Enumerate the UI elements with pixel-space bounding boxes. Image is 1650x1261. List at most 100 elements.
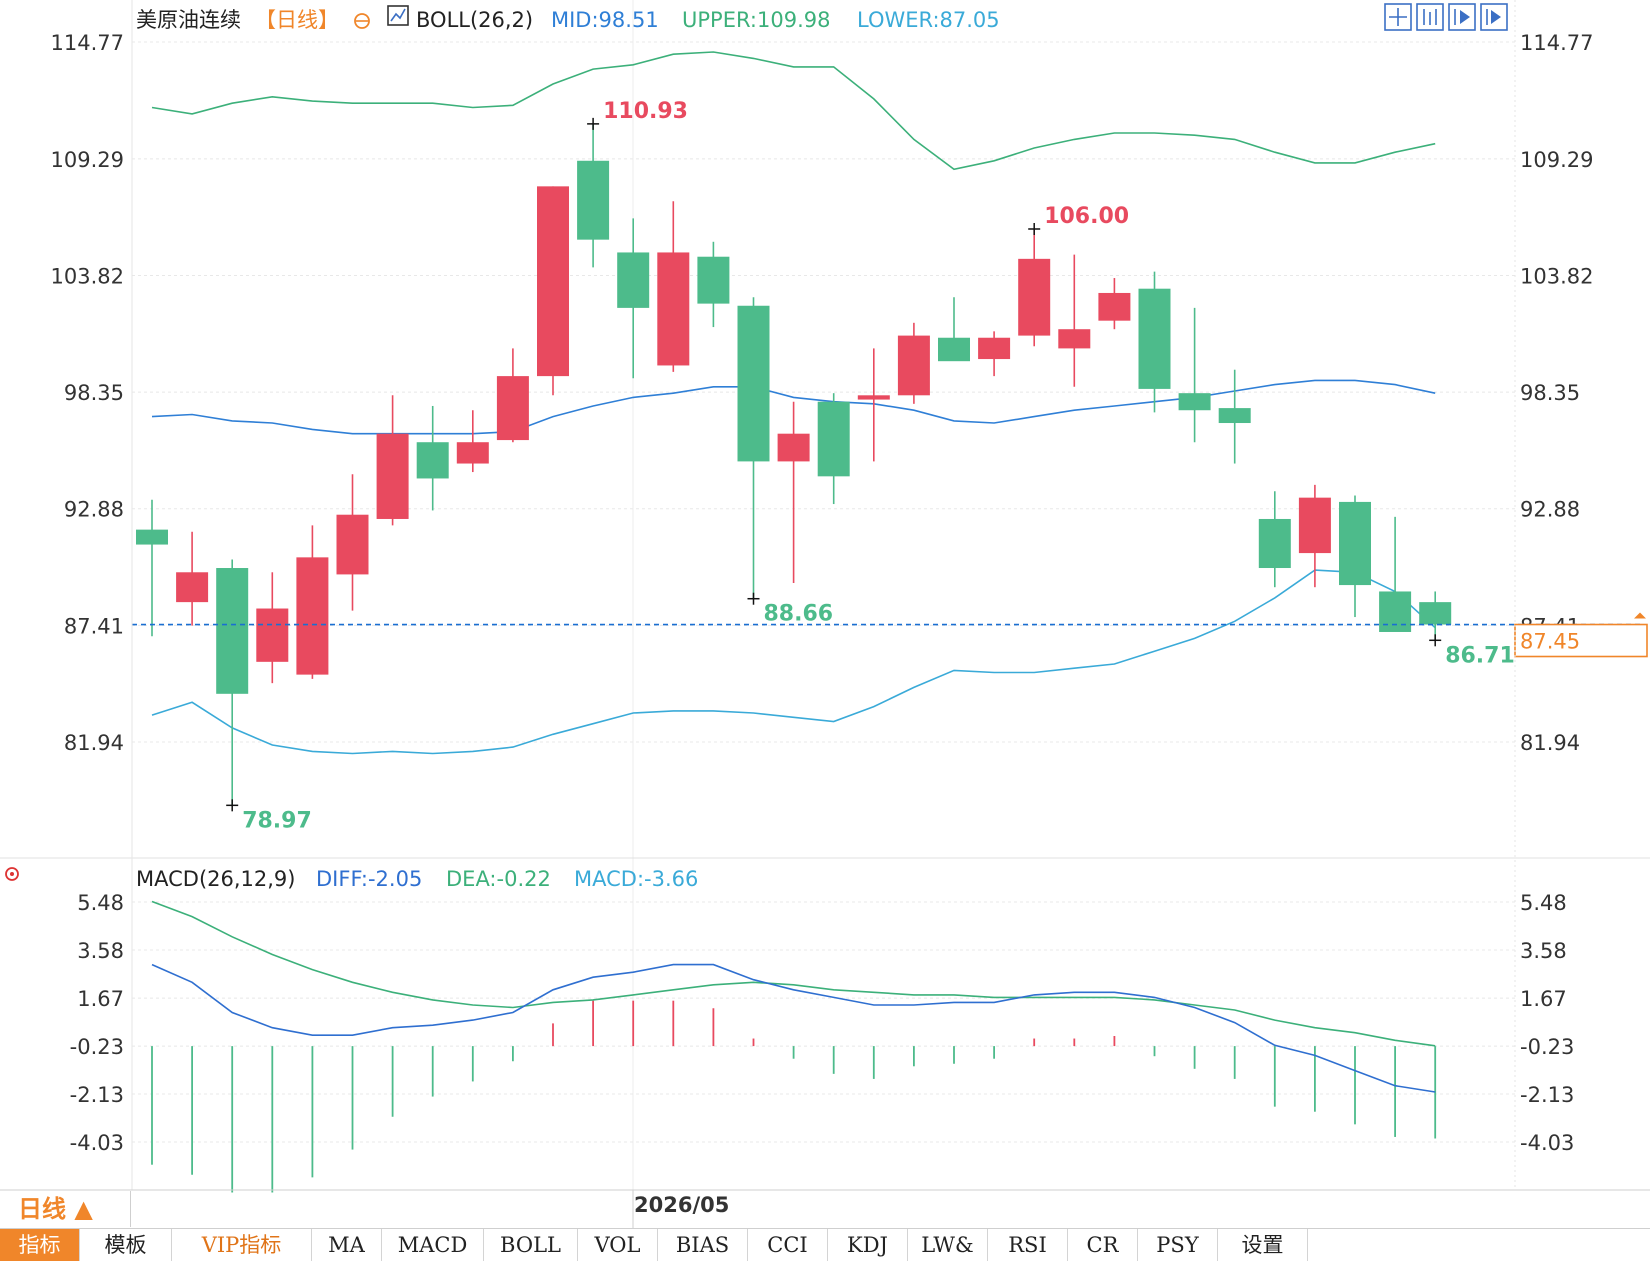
candle xyxy=(777,401,810,583)
macd-tick-label: -2.13 xyxy=(1520,1083,1574,1107)
candle-body xyxy=(1218,408,1251,424)
candle xyxy=(697,241,730,328)
price-annotations: 110.93 106.00 88.66 78.97 86.71 xyxy=(226,99,1515,833)
tab-0[interactable]: 指标 xyxy=(0,1229,80,1261)
tab-4[interactable]: MACD xyxy=(382,1229,484,1261)
boll-name: BOLL(26,2) xyxy=(416,8,533,32)
candle-body xyxy=(176,572,209,603)
instrument-title: 美原油连续 xyxy=(136,8,241,32)
candle xyxy=(336,474,369,611)
macd-macd-value: MACD:-3.66 xyxy=(574,867,698,891)
candle xyxy=(136,499,168,637)
price-tick-label: 81.94 xyxy=(64,731,124,755)
candle-body xyxy=(737,305,770,462)
candle xyxy=(938,297,970,362)
tab-7[interactable]: BIAS xyxy=(658,1229,748,1261)
macd-grid xyxy=(132,901,1515,1143)
candle-body xyxy=(376,433,409,519)
tab-3[interactable]: MA xyxy=(312,1229,382,1261)
tab-6[interactable]: VOL xyxy=(578,1229,658,1261)
candle xyxy=(1339,495,1371,618)
candle-body xyxy=(256,608,289,662)
macd-histogram xyxy=(151,1000,1437,1193)
tab-5[interactable]: BOLL xyxy=(484,1229,578,1261)
candle xyxy=(857,348,890,462)
candle xyxy=(376,395,409,526)
tab-2[interactable]: VIP指标 xyxy=(172,1229,312,1261)
candle-body xyxy=(777,433,810,462)
macd-settings-icon[interactable] xyxy=(5,867,19,881)
macd-tick-label: -2.13 xyxy=(70,1083,124,1107)
candle-body xyxy=(537,186,569,377)
candlesticks[interactable] xyxy=(136,123,1452,806)
price-tick-label: 98.35 xyxy=(1520,381,1580,405)
candle xyxy=(1018,228,1051,347)
tab-9[interactable]: KDJ xyxy=(828,1229,908,1261)
price-tick-label: 103.82 xyxy=(1520,264,1593,288)
tab-13[interactable]: PSY xyxy=(1138,1229,1218,1261)
period-button[interactable]: 日线 ▲ xyxy=(0,1191,131,1227)
tab-14[interactable]: 设置 xyxy=(1218,1229,1308,1261)
price-tick-label: 103.82 xyxy=(51,264,124,288)
candle xyxy=(1178,307,1211,443)
boll-lower-line xyxy=(151,569,1436,755)
candle-icon[interactable] xyxy=(1416,3,1444,31)
last-price-marker: 87.45 xyxy=(132,612,1648,658)
macd-tick-label: -0.23 xyxy=(70,1035,124,1059)
candle-body xyxy=(697,256,730,304)
macd-tick-label: 3.58 xyxy=(1520,939,1567,963)
macd-tick-label: -4.03 xyxy=(1520,1131,1574,1155)
candle-body xyxy=(296,557,329,675)
last-price-arrow-icon xyxy=(1634,612,1646,619)
price-tick-label: 109.29 xyxy=(51,148,124,172)
tab-8[interactable]: CCI xyxy=(748,1229,828,1261)
candle xyxy=(416,405,449,511)
candle xyxy=(657,201,690,372)
price-axis-left: 114.77 109.29 103.82 98.35 92.88 87.41 81.94 xyxy=(51,31,124,755)
indicator-chart-icon[interactable] xyxy=(387,5,409,26)
tab-10[interactable]: LW& xyxy=(908,1229,988,1261)
candle-body xyxy=(657,252,690,366)
boll-upper-line xyxy=(151,51,1436,171)
settings-icon[interactable] xyxy=(354,13,370,29)
price-tick-label: 109.29 xyxy=(1520,148,1593,172)
macd-axis-right: 5.48 3.58 1.67 -0.23 -2.13 -4.03 xyxy=(1520,891,1574,1155)
price-tick-label: 98.35 xyxy=(64,381,124,405)
candle xyxy=(617,218,650,379)
candle-body xyxy=(1018,258,1051,336)
zoom-in-icon[interactable] xyxy=(1448,3,1476,31)
candle xyxy=(1058,254,1091,387)
candle-body xyxy=(978,337,1011,360)
indicator-tab-bar: 指标 模板 VIP指标 MA MACD BOLL VOL BIAS CCI KDJ LW& RSI CR… xyxy=(0,1228,1650,1261)
candle-body xyxy=(617,252,650,308)
candle-body xyxy=(496,376,529,441)
candle-body xyxy=(577,160,610,240)
forward-icon[interactable] xyxy=(1480,3,1508,31)
crosshair-icon[interactable] xyxy=(1384,3,1412,31)
candle-body xyxy=(216,568,249,694)
annotation-label: 78.97 xyxy=(242,808,312,833)
candle xyxy=(1379,516,1412,632)
candle-body xyxy=(1339,501,1371,586)
annotation-label: 106.00 xyxy=(1044,204,1129,229)
tab-11[interactable]: RSI xyxy=(988,1229,1068,1261)
annotation-label: 88.66 xyxy=(764,602,834,627)
candle xyxy=(1098,278,1131,330)
candle xyxy=(456,410,489,473)
candle-body xyxy=(817,401,850,477)
candle xyxy=(737,297,770,599)
candle xyxy=(296,525,329,679)
candle-body xyxy=(1058,329,1091,349)
candle-body xyxy=(136,529,168,545)
annotation-label: 86.71 xyxy=(1445,643,1515,668)
candle-body xyxy=(336,514,369,575)
candle xyxy=(537,186,569,396)
boll-mid-line xyxy=(151,379,1436,435)
price-tick-label: 92.88 xyxy=(64,498,124,522)
macd-name: MACD(26,12,9) xyxy=(136,867,296,891)
price-tick-label: 81.94 xyxy=(1520,731,1580,755)
candle-body xyxy=(1138,288,1171,389)
tab-12[interactable]: CR xyxy=(1068,1229,1138,1261)
tab-1[interactable]: 模板 xyxy=(80,1229,172,1261)
